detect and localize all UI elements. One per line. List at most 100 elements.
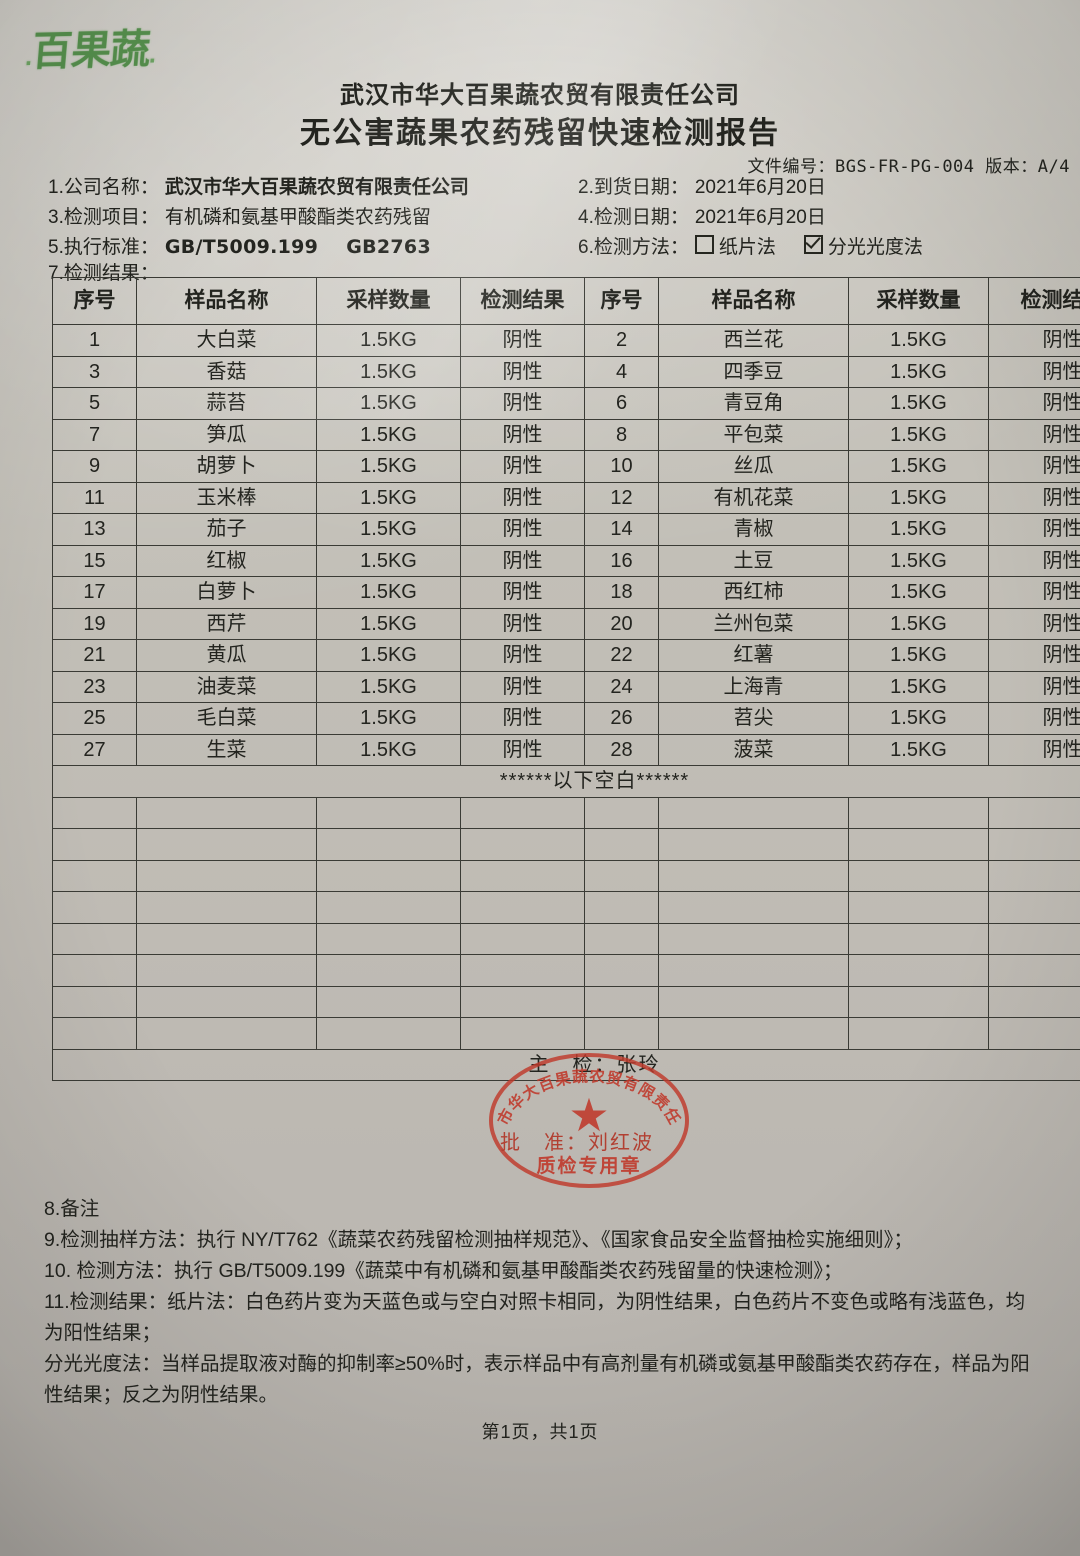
table-cell: 阴性 xyxy=(988,702,1080,735)
blank-marker-row: ******以下空白****** xyxy=(52,765,1080,798)
empty-table-cell xyxy=(460,796,585,829)
table-cell: 15 xyxy=(52,544,137,577)
table-column-header: 序号 xyxy=(584,277,659,325)
empty-table-cell xyxy=(988,985,1080,1018)
table-cell: 阴性 xyxy=(988,733,1080,766)
empty-table-cell xyxy=(316,859,461,892)
table-cell: 1.5KG xyxy=(316,544,461,577)
page-footer: 第1页，共1页 xyxy=(481,1422,599,1442)
table-cell: 1.5KG xyxy=(316,387,461,420)
empty-table-cell xyxy=(52,796,137,829)
table-cell: 1.5KG xyxy=(848,450,989,483)
checkbox-paper-method[interactable] xyxy=(694,235,714,254)
meta-row-2: 3.检测项目： 有机磷和氨基甲酸酯类农药残留 4.检测日期： 2021年6月20… xyxy=(48,202,1048,232)
table-cell: 兰州包菜 xyxy=(658,607,849,640)
field-method-label: 6.检测方法： xyxy=(578,237,689,258)
empty-table-cell xyxy=(52,1017,137,1050)
table-cell: 上海青 xyxy=(658,670,849,703)
method-option-paper[interactable]: 纸片法 xyxy=(694,232,776,259)
table-cell: 1.5KG xyxy=(848,733,989,766)
table-cell: 2 xyxy=(584,324,659,357)
table-cell: 阴性 xyxy=(460,387,585,420)
empty-table-cell xyxy=(584,922,659,955)
table-cell: 青椒 xyxy=(658,513,849,546)
table-cell: 1.5KG xyxy=(316,355,461,388)
table-cell: 25 xyxy=(52,702,137,735)
checkbox-spectro-method[interactable] xyxy=(803,235,823,254)
table-row: 17 白萝卜 1.5KG 阴性 18 西红柿 1.5KG 阴性 xyxy=(52,576,1080,609)
table-cell: 27 xyxy=(52,733,137,766)
table-cell: 阴性 xyxy=(988,324,1080,357)
field-test-item-value: 有机磷和氨基甲酸酯类农药残留 xyxy=(164,207,431,228)
table-cell: 土豆 xyxy=(658,544,849,577)
table-cell: 18 xyxy=(584,576,659,609)
approver-line: 批 准：刘红波 xyxy=(500,1126,760,1155)
table-cell: 1 xyxy=(52,324,137,357)
empty-table-cell xyxy=(584,985,659,1018)
note-8: 8.备注 xyxy=(44,1198,100,1220)
note-10: 10. 检测方法：执行 GB/T5009.199《蔬菜中有机磷和氨基甲酸酯类农药… xyxy=(44,1260,843,1282)
table-cell: 胡萝卜 xyxy=(136,450,317,483)
table-cell: 1.5KG xyxy=(848,670,989,703)
table-cell: 阴性 xyxy=(460,418,585,451)
table-cell: 菠菜 xyxy=(658,733,849,766)
empty-table-cell xyxy=(460,828,585,861)
method-option-spectro[interactable]: 分光光度法 xyxy=(803,232,923,259)
field-standard: 5.执行标准： GB/T5009.199 GB2763 xyxy=(48,232,578,259)
table-cell: 黄瓜 xyxy=(136,639,317,672)
empty-table-cell xyxy=(316,985,461,1018)
table-column-header: 采样数量 xyxy=(848,277,989,325)
table-row: 27 生菜 1.5KG 阴性 28 菠菜 1.5KG 阴性 xyxy=(52,733,1080,766)
signature-row: 主 检：张玲 xyxy=(52,1048,1080,1081)
empty-table-cell xyxy=(848,954,989,987)
empty-table-cell xyxy=(460,891,585,924)
table-cell: 7 xyxy=(52,418,137,451)
table-row: 19 西芹 1.5KG 阴性 20 兰州包菜 1.5KG 阴性 xyxy=(52,607,1080,640)
table-row: 9 胡萝卜 1.5KG 阴性 10 丝瓜 1.5KG 阴性 xyxy=(52,450,1080,483)
empty-table-cell xyxy=(52,828,137,861)
table-header-row: 序号样品名称采样数量检测结果序号样品名称采样数量检测结果 xyxy=(52,277,1080,325)
empty-table-cell xyxy=(988,796,1080,829)
table-cell: 26 xyxy=(584,702,659,735)
field-arrival-date: 2.到货日期： 2021年6月20日 xyxy=(578,172,1048,199)
empty-table-cell xyxy=(584,954,659,987)
table-cell: 香菇 xyxy=(136,355,317,388)
table-cell: 茄子 xyxy=(136,513,317,546)
empty-table-cell xyxy=(52,954,137,987)
organization-title: 武汉市华大百果蔬农贸有限责任公司 xyxy=(340,82,740,109)
note-12: 分光光度法：当样品提取液对酶的抑制率≥50%时，表示样品中有高剂量有机磷或氨基甲… xyxy=(44,1353,1030,1406)
table-cell: 1.5KG xyxy=(316,450,461,483)
empty-table-cell xyxy=(848,922,989,955)
empty-table-cell xyxy=(460,922,585,955)
table-cell: 阴性 xyxy=(988,544,1080,577)
table-column-header: 检测结果 xyxy=(460,277,585,325)
empty-table-cell xyxy=(658,922,849,955)
empty-table-row xyxy=(52,859,1080,892)
table-cell: 1.5KG xyxy=(316,418,461,451)
empty-table-cell xyxy=(460,1017,585,1050)
table-row: 15 红椒 1.5KG 阴性 16 土豆 1.5KG 阴性 xyxy=(52,544,1080,577)
empty-table-cell xyxy=(848,859,989,892)
empty-table-cell xyxy=(52,859,137,892)
field-company: 1.公司名称： 武汉市华大百果蔬农贸有限责任公司 xyxy=(48,172,578,199)
table-cell: 阴性 xyxy=(988,387,1080,420)
empty-table-cell xyxy=(460,859,585,892)
empty-table-row xyxy=(52,922,1080,955)
table-cell: 4 xyxy=(584,355,659,388)
table-cell: 阴性 xyxy=(460,576,585,609)
table-cell: 1.5KG xyxy=(848,513,989,546)
doc-no-label: 文件编号： xyxy=(747,157,835,177)
empty-table-cell xyxy=(988,922,1080,955)
table-cell: 四季豆 xyxy=(658,355,849,388)
table-cell: 13 xyxy=(52,513,137,546)
field-standard-value-a: GB/T5009.199 xyxy=(164,236,319,258)
table-cell: 1.5KG xyxy=(848,387,989,420)
table-cell: 阴性 xyxy=(460,450,585,483)
table-cell: 阴性 xyxy=(988,513,1080,546)
table-cell: 1.5KG xyxy=(316,481,461,514)
table-cell: 16 xyxy=(584,544,659,577)
empty-table-cell xyxy=(584,891,659,924)
note-11: 11.检测结果：纸片法：白色药片变为天蓝色或与空白对照卡相同，为阴性结果，白色药… xyxy=(44,1291,1026,1344)
table-row: 25 毛白菜 1.5KG 阴性 26 苕尖 1.5KG 阴性 xyxy=(52,702,1080,735)
table-cell: 大白菜 xyxy=(136,324,317,357)
